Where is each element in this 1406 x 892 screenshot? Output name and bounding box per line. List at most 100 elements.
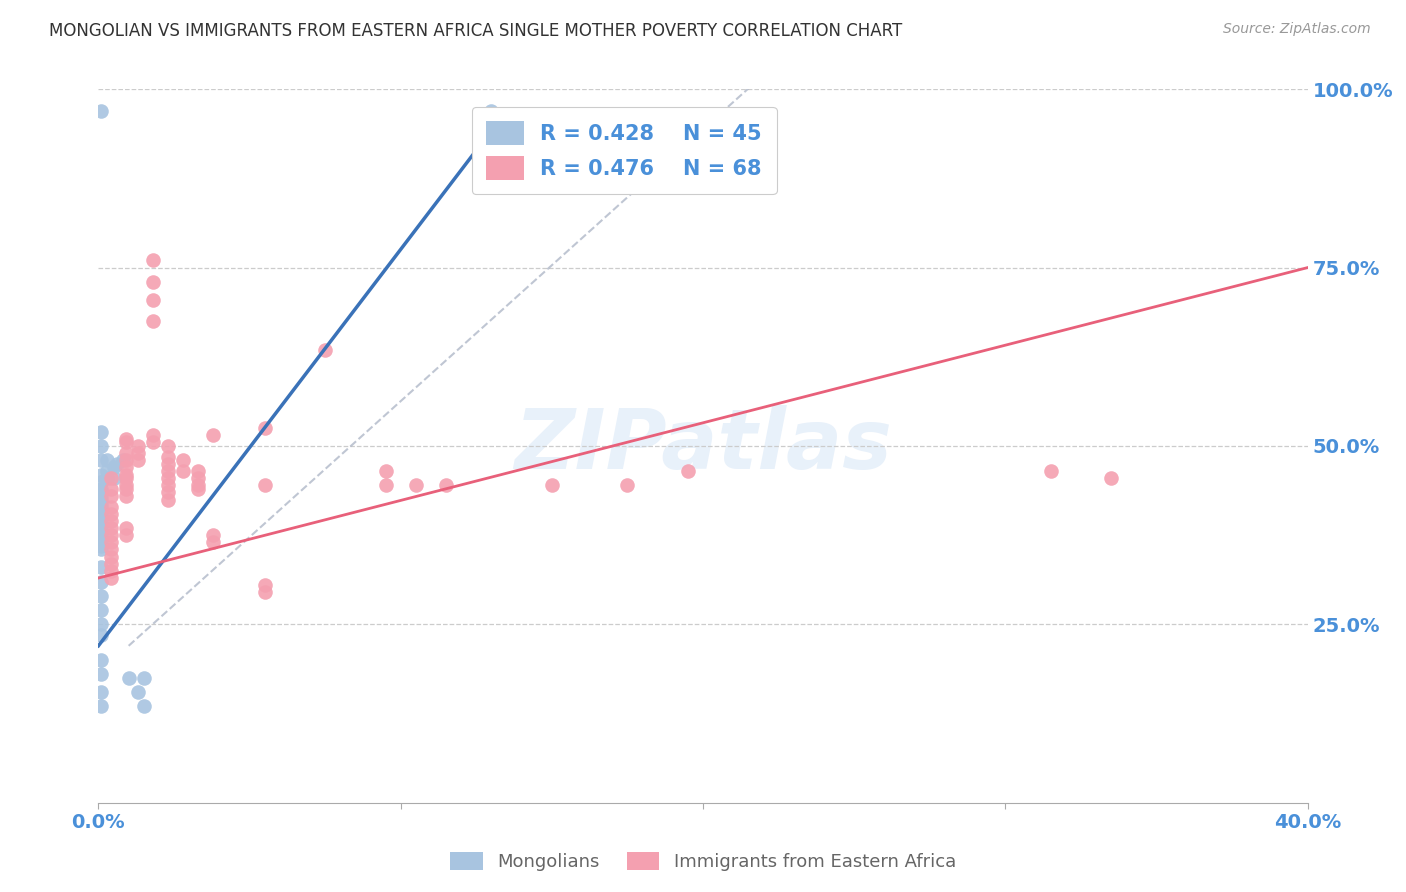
Point [103,460,125,475]
Point [172,464,194,478]
Point [405,478,427,492]
Point [1039,464,1062,478]
Point [90,453,112,467]
Point [253,478,276,492]
Point [90,425,112,439]
Point [202,528,225,542]
Point [142,428,165,442]
Point [100,521,122,535]
Point [90,500,112,514]
Point [132,671,155,685]
Point [90,542,112,557]
Point [114,460,136,475]
Point [156,485,179,500]
Point [90,521,112,535]
Point [90,496,112,510]
Point [156,471,179,485]
Point [90,507,112,521]
Point [100,528,122,542]
Point [127,439,149,453]
Point [90,514,112,528]
Point [114,435,136,450]
Point [114,528,136,542]
Point [96,453,118,467]
Point [156,464,179,478]
Point [114,446,136,460]
Point [434,478,457,492]
Point [90,467,112,482]
Point [142,253,165,268]
Point [127,446,149,460]
Point [187,482,209,496]
Point [540,478,562,492]
Point [114,467,136,482]
Point [118,671,141,685]
Point [90,628,112,642]
Legend: R = 0.428    N = 45, R = 0.476    N = 68: R = 0.428 N = 45, R = 0.476 N = 68 [471,107,776,194]
Text: MONGOLIAN VS IMMIGRANTS FROM EASTERN AFRICA SINGLE MOTHER POVERTY CORRELATION CH: MONGOLIAN VS IMMIGRANTS FROM EASTERN AFR… [49,22,903,40]
Point [676,464,699,478]
Point [142,275,165,289]
Point [114,482,136,496]
Point [114,489,136,503]
Point [187,464,209,478]
Point [374,464,396,478]
Point [202,535,225,549]
Point [616,478,638,492]
Point [100,482,122,496]
Point [90,685,112,699]
Point [314,343,336,357]
Point [187,478,209,492]
Point [90,603,112,617]
Point [90,489,112,503]
Point [100,507,122,521]
Point [96,471,118,485]
Point [90,617,112,632]
Point [142,435,165,450]
Point [114,471,136,485]
Point [142,314,165,328]
Point [90,485,112,500]
Point [90,524,112,539]
Point [114,453,136,467]
Point [156,478,179,492]
Point [90,482,112,496]
Point [90,699,112,714]
Point [105,457,128,471]
Point [90,574,112,589]
Point [100,514,122,528]
Point [96,464,118,478]
Point [90,475,112,489]
Point [90,492,112,507]
Point [253,585,276,599]
Point [90,589,112,603]
Point [90,532,112,546]
Point [100,471,122,485]
Point [156,492,179,507]
Text: Source: ZipAtlas.com: Source: ZipAtlas.com [1223,22,1371,37]
Point [114,521,136,535]
Point [100,564,122,578]
Point [90,653,112,667]
Point [111,453,134,467]
Point [253,578,276,592]
Point [90,439,112,453]
Point [127,453,149,467]
Point [100,489,122,503]
Point [481,103,503,118]
Point [114,478,136,492]
Point [90,539,112,553]
Point [90,535,112,549]
Point [90,667,112,681]
Point [100,500,122,514]
Point [90,103,112,118]
Point [202,428,225,442]
Point [156,450,179,464]
Point [1099,471,1122,485]
Point [156,457,179,471]
Point [90,510,112,524]
Point [100,535,122,549]
Point [156,439,179,453]
Point [187,471,209,485]
Point [100,571,122,585]
